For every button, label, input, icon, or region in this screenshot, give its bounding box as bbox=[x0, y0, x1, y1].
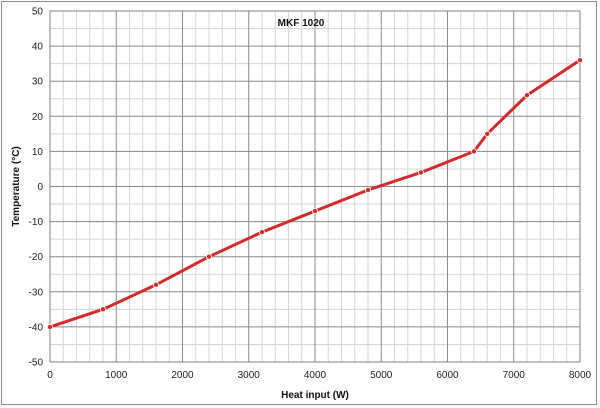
y-tick-label: 10 bbox=[32, 147, 44, 158]
x-tick-label: 5000 bbox=[370, 370, 393, 381]
data-point bbox=[577, 57, 584, 64]
chart-title: MKF 1020 bbox=[278, 18, 325, 29]
x-tick-label: 0 bbox=[47, 370, 53, 381]
y-tick-label: -50 bbox=[29, 358, 44, 369]
y-tick-label: -30 bbox=[29, 287, 44, 298]
x-tick-label: 2000 bbox=[171, 370, 194, 381]
plot-area-border bbox=[49, 10, 581, 363]
data-point bbox=[470, 148, 477, 155]
series-line bbox=[48, 58, 582, 329]
x-axis-title: Heat input (W) bbox=[281, 390, 349, 401]
x-tick-label: 6000 bbox=[436, 370, 459, 381]
data-point bbox=[258, 229, 265, 236]
y-tick-label: -10 bbox=[29, 217, 44, 228]
y-tick-label: 50 bbox=[32, 7, 44, 18]
x-tick-label: 7000 bbox=[503, 370, 526, 381]
y-axis-title: Temperature (°C) bbox=[11, 146, 22, 227]
y-tick-label: 30 bbox=[32, 77, 44, 88]
x-tick-label: 8000 bbox=[569, 370, 592, 381]
data-point bbox=[311, 208, 318, 215]
x-axis-tick-labels: 0 1000 2000 3000 4000 5000 6000 7000 8000 bbox=[47, 370, 591, 381]
y-tick-label: 40 bbox=[32, 42, 44, 53]
series-group bbox=[47, 57, 584, 330]
x-tick-label: 4000 bbox=[304, 370, 327, 381]
x-tick-label: 1000 bbox=[105, 370, 128, 381]
y-tick-label: 0 bbox=[37, 182, 43, 193]
data-point bbox=[417, 169, 424, 176]
data-point bbox=[205, 253, 212, 260]
y-tick-label: -20 bbox=[29, 252, 44, 263]
y-tick-label: -40 bbox=[29, 322, 44, 333]
data-point bbox=[100, 306, 107, 313]
y-tick-label: 20 bbox=[32, 112, 44, 123]
data-point bbox=[524, 92, 531, 99]
x-tick-label: 3000 bbox=[238, 370, 261, 381]
y-axis-tick-labels: -50 -40 -30 -20 -10 0 10 20 30 40 50 bbox=[29, 7, 44, 369]
data-point bbox=[47, 323, 54, 330]
data-point bbox=[484, 130, 491, 137]
data-point bbox=[364, 187, 371, 194]
data-point bbox=[152, 281, 159, 288]
